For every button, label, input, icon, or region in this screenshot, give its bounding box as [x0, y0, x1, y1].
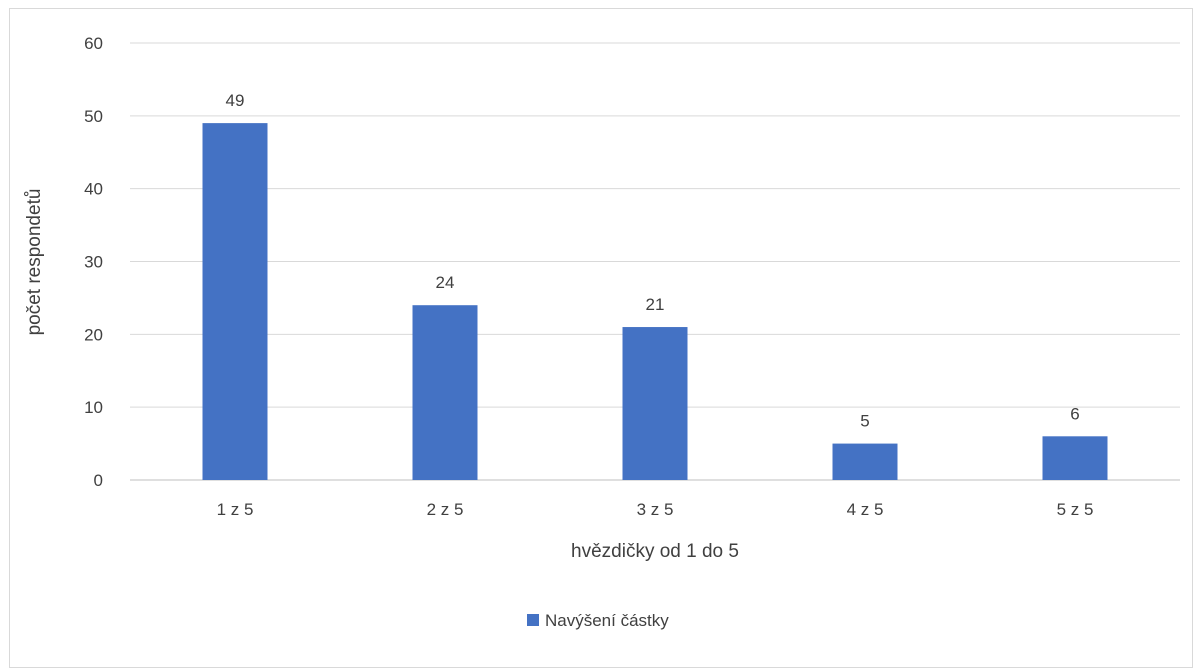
data-label: 49: [226, 91, 245, 110]
bar: [622, 327, 688, 480]
y-tick-label: 60: [84, 34, 103, 53]
legend-swatch: [527, 614, 539, 626]
gridlines: [130, 42, 1180, 481]
y-tick-label: 20: [84, 325, 103, 344]
y-tick-label: 40: [84, 180, 103, 199]
x-tick-label: 5 z 5: [1057, 500, 1094, 519]
data-label: 24: [436, 273, 455, 292]
x-axis-title: hvězdičky od 1 do 5: [571, 541, 739, 562]
bar: [832, 443, 898, 480]
bar: [202, 123, 268, 480]
y-tick-label: 30: [84, 253, 103, 272]
x-tick-label: 2 z 5: [427, 500, 464, 519]
y-axis-title: počet respondetů: [24, 189, 45, 336]
bar: [1042, 436, 1108, 480]
x-tick-label: 1 z 5: [217, 500, 254, 519]
x-tick-label: 3 z 5: [637, 500, 674, 519]
bar: [412, 305, 478, 480]
y-tick-label: 50: [84, 107, 103, 126]
legend-label: Navýšení částky: [545, 611, 669, 630]
x-tick-label: 4 z 5: [847, 500, 884, 519]
y-tick-label: 0: [94, 471, 103, 490]
y-axis-ticks: 0 10 20 30 40 50 60: [84, 34, 103, 490]
bars: [202, 123, 1108, 480]
data-label: 5: [860, 412, 869, 431]
data-label: 6: [1070, 404, 1079, 423]
data-labels: 49 24 21 5 6: [226, 91, 1080, 430]
bar-chart: 0 10 20 30 40 50 60 49 24 21 5 6 1 z 5 2 z 5 3 z 5 4 …: [24, 34, 1180, 630]
data-label: 21: [646, 295, 665, 314]
legend: Navýšení částky: [527, 611, 669, 630]
y-tick-label: 10: [84, 398, 103, 417]
x-axis-ticks: 1 z 5 2 z 5 3 z 5 4 z 5 5 z 5: [217, 500, 1094, 519]
